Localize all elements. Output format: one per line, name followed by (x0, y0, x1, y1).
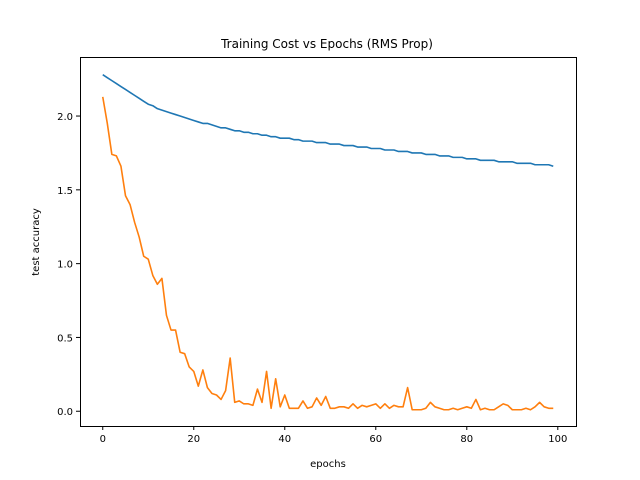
y-tick-label: 0.5 (57, 333, 73, 344)
x-tick-label: 80 (460, 434, 473, 445)
y-axis-label: test accuracy (31, 208, 42, 276)
y-tick-label: 0.0 (57, 407, 73, 418)
series-1-line (102, 74, 554, 167)
axis-ticks: 0 20 40 60 80 100 0.0 0.5 1.0 1.5 2.0 (57, 112, 567, 445)
plot-area (101, 74, 554, 411)
x-tick-label: 60 (369, 434, 382, 445)
x-tick-label: 0 (100, 434, 106, 445)
y-tick-label: 1.0 (57, 260, 73, 271)
chart-title: Training Cost vs Epochs (RMS Prop) (220, 37, 433, 51)
axes-frame (80, 57, 577, 427)
y-tick-label: 1.5 (57, 186, 73, 197)
series-2-line (101, 96, 554, 411)
x-tick-label: 100 (548, 434, 567, 445)
x-axis-label: epochs (310, 459, 346, 470)
x-tick-label: 40 (278, 434, 291, 445)
x-tick-label: 20 (187, 434, 200, 445)
y-tick-label: 2.0 (57, 112, 73, 123)
